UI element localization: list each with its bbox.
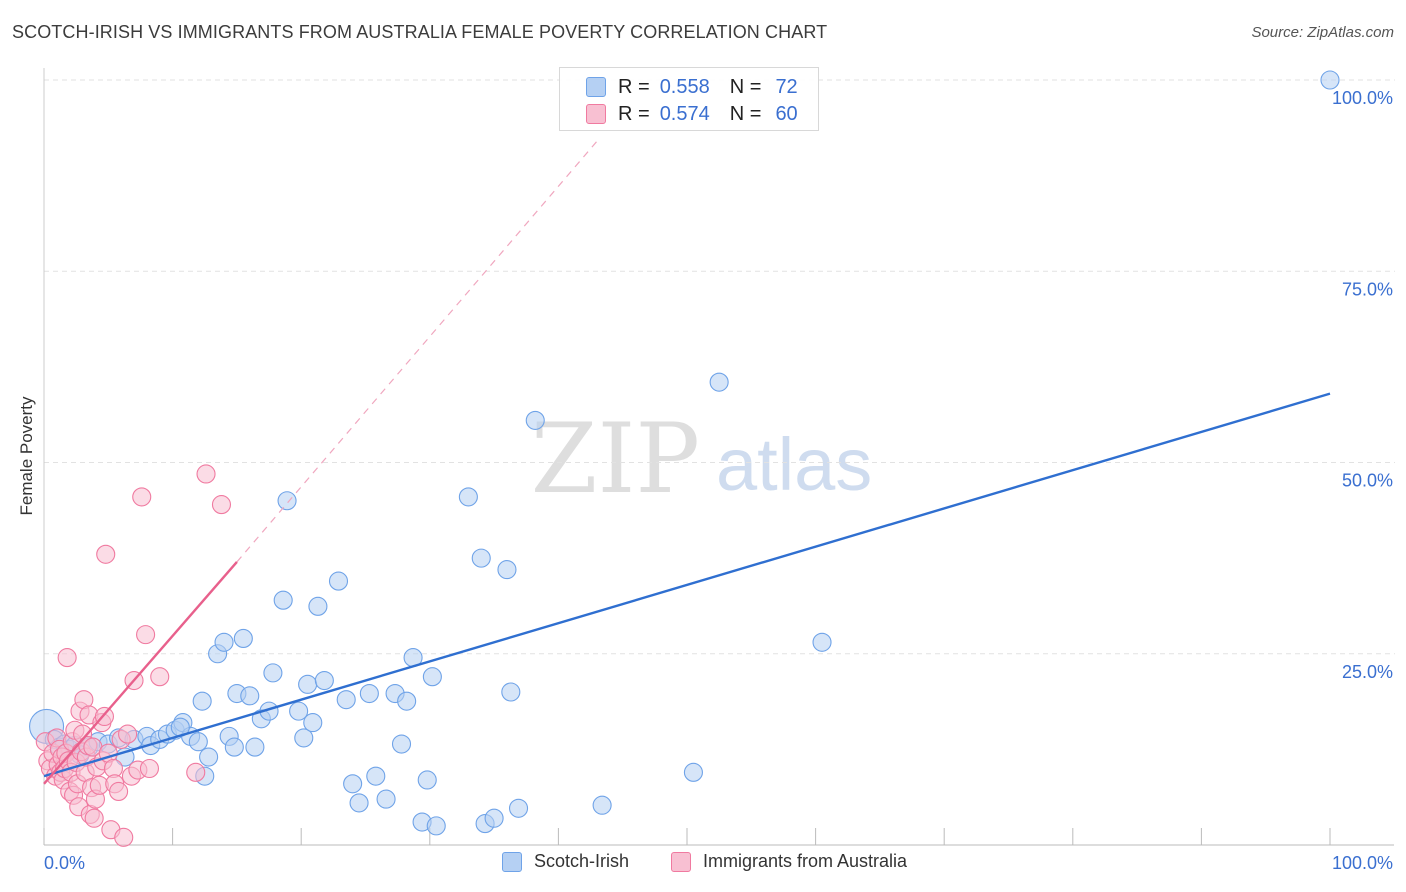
- scotch-irish-point: [376, 789, 396, 809]
- scotch-irish-point: [303, 713, 323, 733]
- australia-point: [57, 648, 77, 668]
- australia-point: [150, 667, 170, 687]
- bottom-legend-label-scotch-irish: Scotch-Irish: [534, 851, 630, 871]
- scotch-irish-point: [484, 808, 504, 828]
- scotch-irish-point: [501, 682, 521, 702]
- bottom-legend-australia: Immigrants from Australia: [671, 851, 907, 872]
- bottom-legend-swatch-scotch-irish: [502, 851, 522, 872]
- australia-point: [136, 625, 156, 645]
- legend-r-label: R =: [618, 102, 650, 125]
- legend-swatch-australia: [586, 104, 606, 124]
- australia-point: [109, 781, 129, 802]
- legend-r-label: R =: [618, 75, 650, 98]
- scotch-irish-point: [277, 491, 297, 511]
- y-tick-label: 75.0%: [1342, 279, 1393, 299]
- scotch-irish-point: [508, 798, 529, 818]
- y-tick-label: 25.0%: [1342, 662, 1393, 682]
- scotch-irish-point: [298, 674, 318, 694]
- scotch-irish-point: [188, 732, 208, 752]
- scotch-irish-point: [417, 770, 437, 790]
- australia-trendline: [43, 561, 238, 785]
- legend-r-value-scotch-irish: 0.558: [659, 75, 710, 98]
- australia-point: [186, 762, 206, 782]
- scotch-irish-point: [273, 590, 293, 610]
- source-label: Source: ZipAtlas.com: [1251, 24, 1394, 41]
- scotch-irish-point: [314, 670, 334, 691]
- scotch-irish-point: [343, 774, 363, 794]
- scotch-irish-point: [328, 571, 349, 591]
- scotch-irish-point: [525, 410, 545, 430]
- x-tick-label: 100.0%: [1332, 853, 1393, 873]
- scotch-irish-point: [233, 628, 253, 649]
- scotch-irish-point: [391, 734, 412, 754]
- scotch-irish-point: [349, 793, 369, 813]
- scotch-irish-point: [294, 728, 314, 748]
- scotch-irish-point: [426, 816, 446, 836]
- australia-trend-extension: [236, 140, 598, 563]
- scotch-irish-point: [240, 686, 260, 706]
- scotch-irish-point: [812, 632, 832, 652]
- scotch-irish-point: [336, 690, 356, 710]
- watermark-zip: ZIP: [531, 403, 700, 515]
- australia-point: [118, 724, 138, 744]
- scotch-irish-point: [308, 596, 328, 616]
- bottom-legend-scotch-irish: Scotch-Irish: [502, 851, 629, 872]
- scotch-irish-point: [224, 737, 244, 757]
- australia-point: [96, 544, 116, 564]
- scotch-irish-point: [422, 667, 442, 687]
- scotch-irish-point: [192, 691, 212, 711]
- scotch-irish-point: [458, 487, 478, 507]
- scotch-irish-point: [366, 766, 386, 786]
- australia-point: [132, 487, 152, 507]
- scotch-irish-point: [199, 747, 219, 767]
- bottom-legend-swatch-australia: [671, 851, 691, 872]
- australia-point: [139, 758, 160, 779]
- scotch-irish-point: [289, 701, 309, 721]
- legend-row-scotch-irish: R = 0.558 N = 72: [586, 74, 798, 100]
- scotch-irish-point: [1320, 70, 1340, 90]
- y-tick-label: 50.0%: [1342, 471, 1393, 491]
- scotch-irish-point: [592, 795, 612, 815]
- australia-point: [84, 808, 104, 828]
- y-tick-label: 100.0%: [1332, 88, 1393, 108]
- x-tick-label: 0.0%: [44, 853, 85, 873]
- scotch-irish-point: [245, 737, 265, 757]
- australia-point: [114, 827, 134, 847]
- legend-swatch-scotch-irish: [586, 77, 606, 97]
- scotch-irish-point: [471, 548, 491, 568]
- australia-point: [196, 464, 216, 484]
- scotch-irish-point: [709, 372, 729, 392]
- legend-n-label: N =: [729, 75, 762, 98]
- correlation-legend: R = 0.558 N = 72 R = 0.574 N = 60: [559, 67, 819, 131]
- scotch-irish-point: [359, 683, 379, 704]
- legend-n-value-australia: 60: [775, 102, 798, 125]
- legend-r-value-australia: 0.574: [659, 102, 710, 125]
- watermark-atlas: atlas: [716, 423, 872, 506]
- scotch-irish-point: [683, 762, 703, 782]
- bottom-legend-label-australia: Immigrants from Australia: [703, 851, 908, 871]
- scotch-irish-point: [214, 632, 234, 652]
- chart-title: SCOTCH-IRISH VS IMMIGRANTS FROM AUSTRALI…: [12, 22, 828, 42]
- legend-n-label: N =: [729, 102, 762, 125]
- legend-row-australia: R = 0.574 N = 60: [586, 101, 798, 127]
- scotch-irish-point: [497, 560, 517, 580]
- scotch-irish-point: [263, 663, 283, 683]
- scotch-irish-trendline: [43, 392, 1331, 778]
- scotch-irish-point: [397, 691, 417, 711]
- legend-n-value-scotch-irish: 72: [775, 75, 798, 98]
- australia-point: [211, 495, 232, 515]
